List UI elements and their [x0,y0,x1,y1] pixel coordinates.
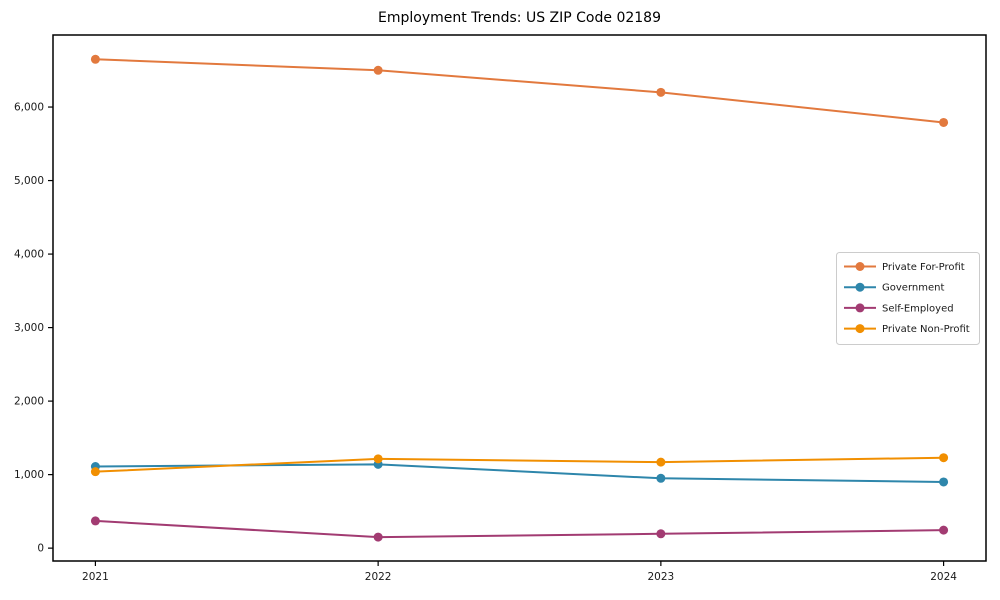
x-tick-label: 2024 [930,571,957,583]
y-tick-label: 1,000 [14,469,44,481]
data-point-private-non-profit [939,453,949,463]
data-point-government [939,477,949,487]
data-point-self-employed [939,525,949,535]
data-point-private-non-profit [373,454,383,464]
series-line-self-employed [95,519,944,539]
y-tick-label: 6,000 [14,102,44,114]
data-point-private-non-profit [656,457,666,467]
legend-marker [855,324,865,334]
data-point-self-employed [90,516,100,526]
legend-label: Private For-Profit [882,262,965,273]
series-line-private-non-profit [95,456,944,473]
y-tick-label: 5,000 [14,175,44,187]
data-point-private-for-profit [90,54,100,64]
y-tick-label: 0 [37,543,44,555]
chart-title: Employment Trends: US ZIP Code 02189 [378,10,661,26]
legend-box [836,252,980,345]
legend-marker [855,282,865,292]
data-point-self-employed [656,529,666,539]
data-point-private-non-profit [90,467,100,477]
legend-marker [855,303,865,313]
legend-label: Self-Employed [882,303,954,314]
data-point-private-for-profit [656,87,666,97]
data-point-private-for-profit [373,65,383,75]
legend-label: Private Non-Profit [882,324,970,335]
legend-entry-private-for-profit: Private For-Profit [844,262,965,273]
series-line-private-for-profit [95,58,944,124]
legend-entry-self-employed: Self-Employed [844,303,954,314]
y-tick-label: 4,000 [14,249,44,261]
data-point-self-employed [373,532,383,542]
legend-entry-private-non-profit: Private Non-Profit [844,324,970,335]
legend: Private For-Profit Government Self-Employe… [836,252,980,345]
plot-frame [52,34,987,562]
y-tick-label: 2,000 [14,396,44,408]
data-point-private-for-profit [939,117,949,127]
series-line-government [95,463,944,483]
data-point-government [656,473,666,483]
legend-entry-government: Government [844,282,944,294]
y-tick-label: 3,000 [14,322,44,334]
legend-label: Government [882,283,944,294]
legend-marker [855,262,865,271]
x-tick-label: 2021 [82,571,109,583]
x-tick-label: 2022 [365,571,392,583]
x-tick-label: 2023 [647,571,674,583]
